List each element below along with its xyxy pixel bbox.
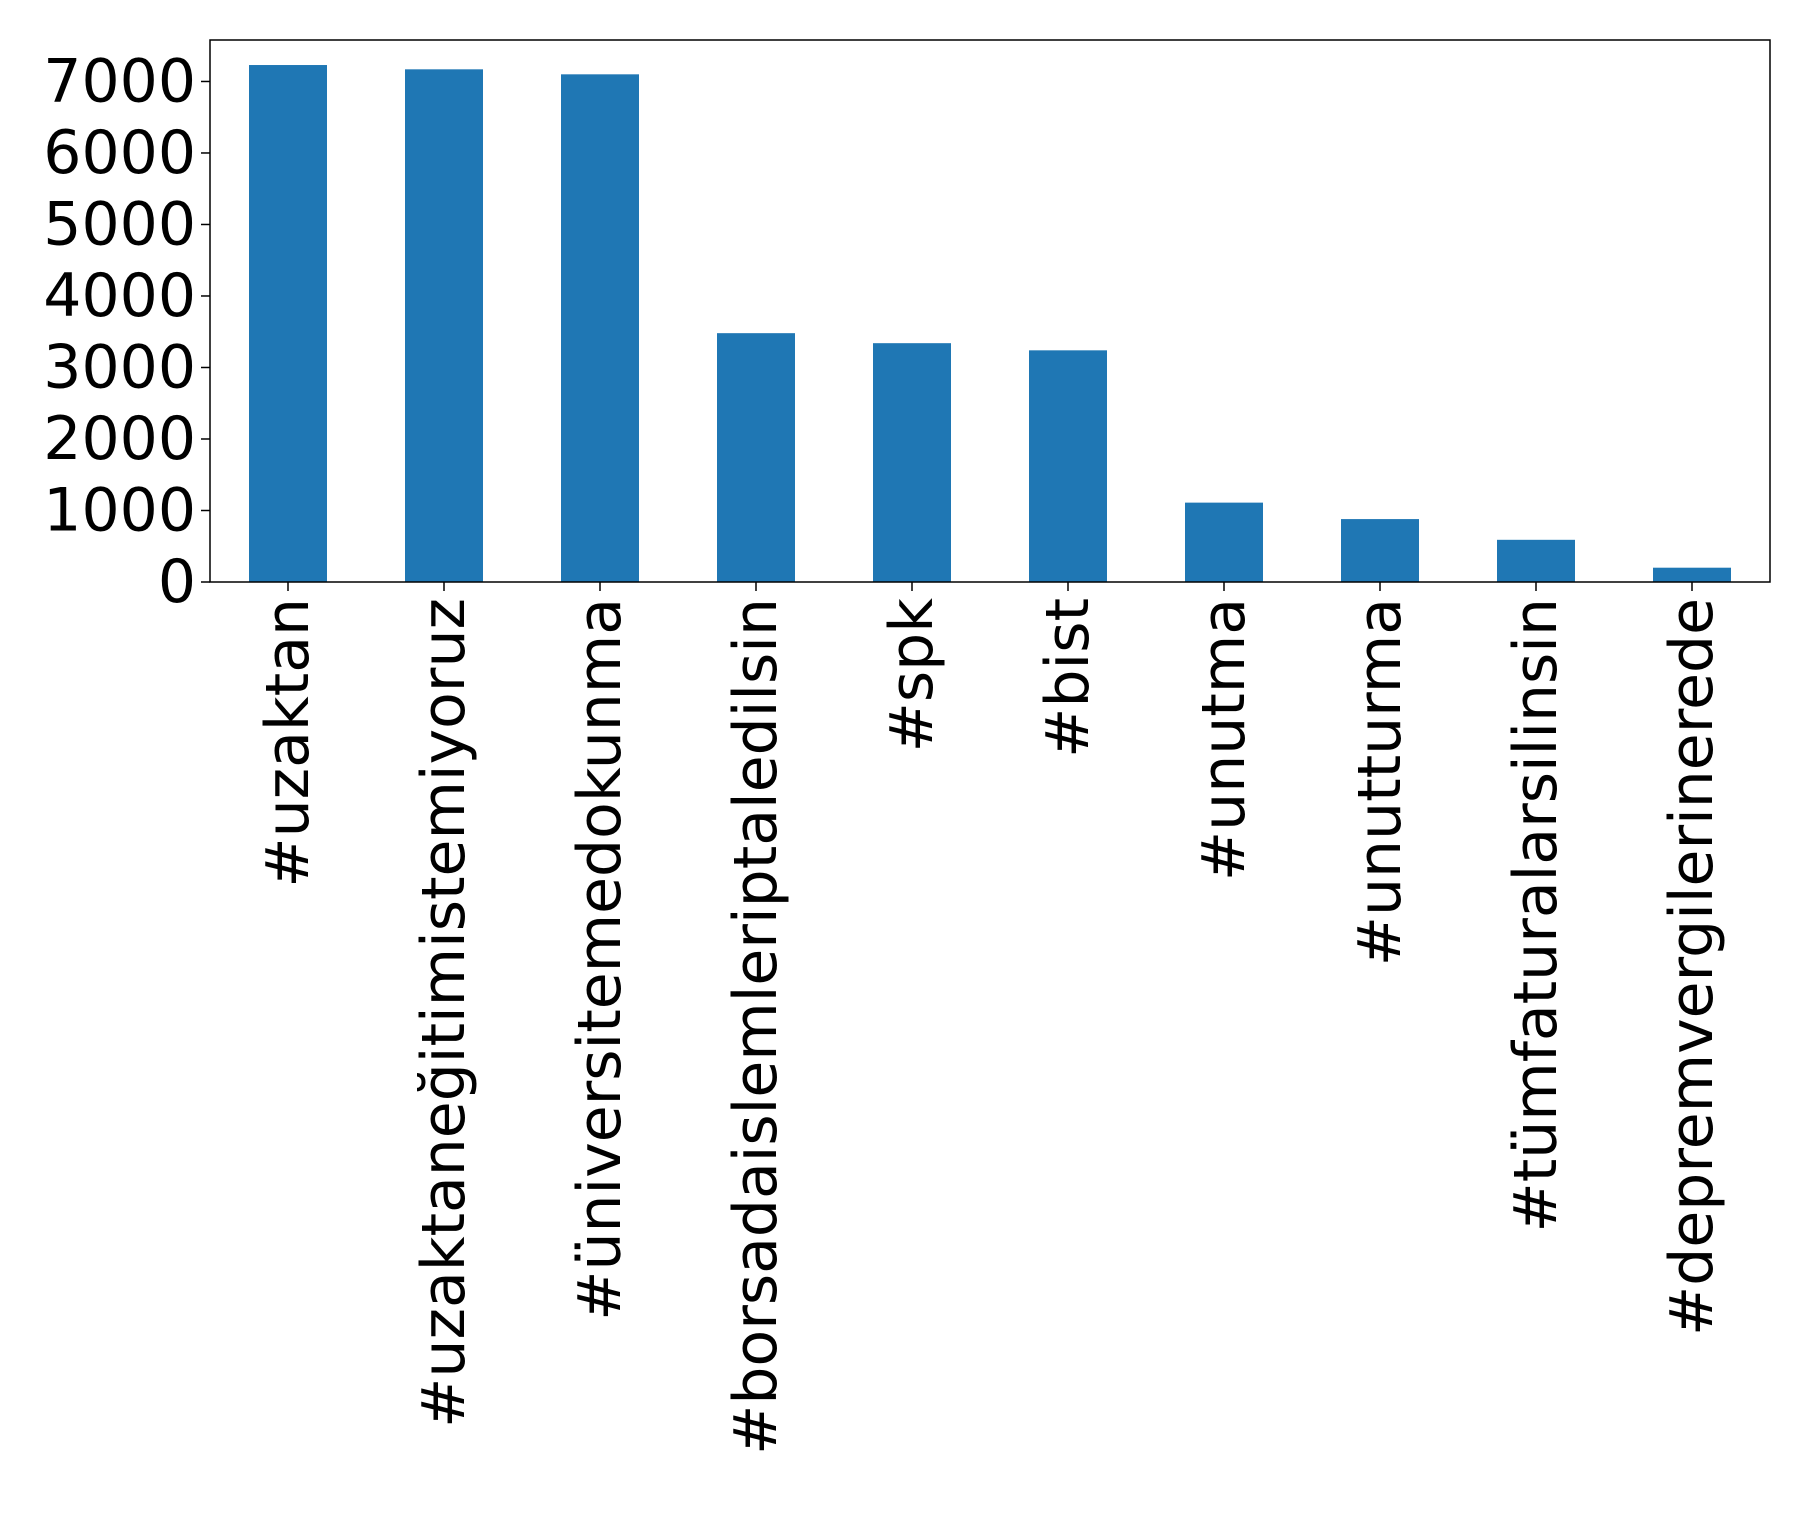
bar-3 — [717, 333, 795, 582]
y-tick-label: 6000 — [43, 118, 196, 188]
y-tick-label: 4000 — [43, 261, 196, 331]
bar-6 — [1185, 502, 1263, 582]
x-tick-label: #tümfaturalarsilinsin — [1501, 598, 1571, 1233]
bar-4 — [873, 343, 951, 582]
x-tick-label: #uzaktaneğitimistemiyoruz — [409, 598, 479, 1428]
y-tick-label: 7000 — [43, 46, 196, 116]
y-tick-label: 5000 — [43, 189, 196, 259]
bar-7 — [1341, 519, 1419, 582]
bar-8 — [1497, 539, 1575, 582]
x-tick-label: #uzaktan — [253, 598, 323, 888]
bar-5 — [1029, 350, 1107, 582]
bar-1 — [405, 69, 483, 582]
x-tick-label: #bist — [1033, 598, 1103, 758]
y-tick-label: 1000 — [43, 475, 196, 545]
x-tick-label: #üniversitemedokunma — [565, 598, 635, 1321]
bar-9 — [1653, 567, 1731, 582]
x-tick-label: #borsadaislemleriptaledilsin — [721, 598, 791, 1455]
x-tick-label: #unutturma — [1345, 598, 1415, 966]
x-tick-label: #spk — [877, 598, 947, 753]
plot-frame — [209, 39, 1771, 583]
x-axis: #uzaktan #uzaktaneğitimistemiyoruz #üniver… — [253, 582, 1727, 1455]
y-tick-label: 3000 — [43, 332, 196, 402]
x-tick-label: #depremvergilerinerede — [1657, 598, 1727, 1336]
bars-layer — [249, 65, 1731, 583]
x-tick-label: #unutma — [1189, 598, 1259, 881]
bar-2 — [561, 74, 639, 582]
bar-0 — [249, 65, 327, 583]
y-tick-label: 2000 — [43, 404, 196, 474]
y-tick-label: 0 — [158, 547, 196, 617]
